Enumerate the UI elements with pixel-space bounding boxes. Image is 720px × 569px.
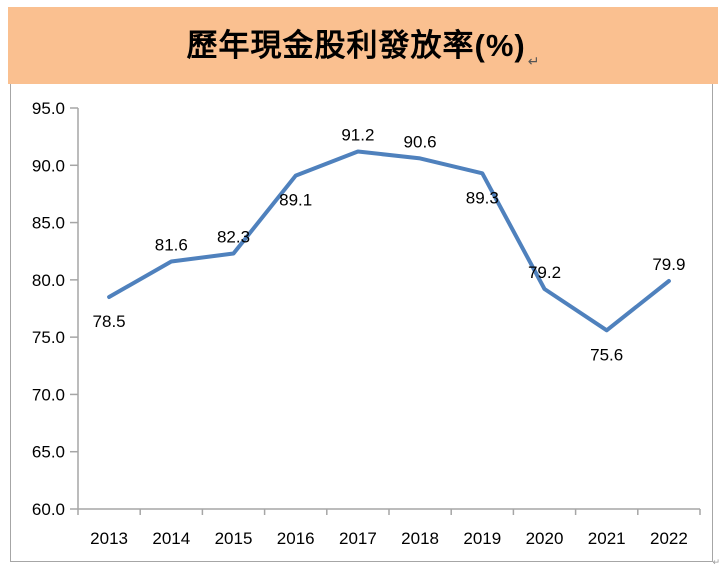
y-tick-label: 95.0	[32, 99, 65, 118]
y-tick-label: 90.0	[32, 156, 65, 175]
x-tick-label: 2022	[650, 529, 688, 548]
chart-title-banner: 歷年現金股利發放率(%) ↵	[8, 7, 718, 84]
data-point-label: 78.5	[93, 312, 126, 331]
corner-return-icon: ↵	[712, 557, 720, 567]
paragraph-return-icon: ↵	[527, 53, 540, 69]
x-tick-label: 2016	[277, 529, 315, 548]
x-tick-label: 2019	[463, 529, 501, 548]
x-tick-label: 2015	[215, 529, 253, 548]
x-tick-label: 2020	[526, 529, 564, 548]
data-point-label: 89.1	[279, 191, 312, 210]
y-tick-label: 75.0	[32, 328, 65, 347]
x-tick-label: 2017	[339, 529, 377, 548]
data-point-label: 81.6	[155, 236, 188, 255]
chart-title: 歷年現金股利發放率(%)	[186, 28, 526, 63]
data-point-label: 91.2	[341, 126, 374, 145]
x-tick-label: 2018	[401, 529, 439, 548]
data-point-label: 89.3	[466, 188, 499, 207]
data-point-label: 90.6	[404, 132, 437, 151]
data-point-label: 79.9	[652, 255, 685, 274]
data-point-label: 79.2	[528, 263, 561, 282]
y-tick-label: 60.0	[32, 500, 65, 519]
y-tick-label: 65.0	[32, 443, 65, 462]
x-tick-label: 2014	[152, 529, 190, 548]
y-tick-label: 80.0	[32, 271, 65, 290]
x-tick-label: 2013	[90, 529, 128, 548]
data-point-label: 82.3	[217, 228, 250, 247]
data-line-series	[107, 149, 671, 333]
y-tick-label: 85.0	[32, 214, 65, 233]
y-tick-label: 70.0	[32, 385, 65, 404]
x-tick-label: 2021	[588, 529, 626, 548]
data-point-label: 75.6	[590, 345, 623, 364]
